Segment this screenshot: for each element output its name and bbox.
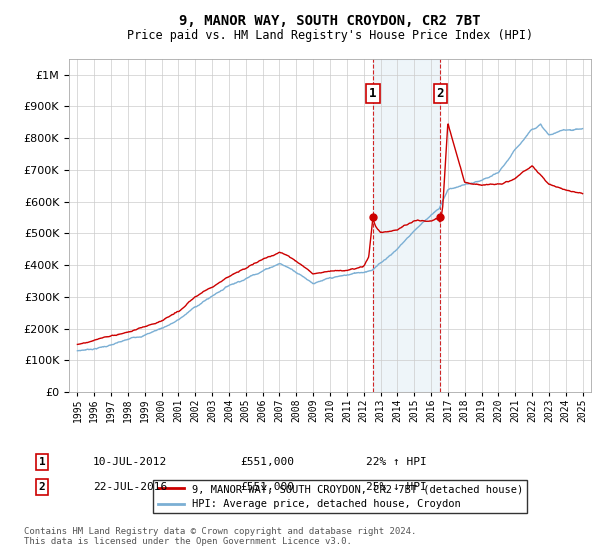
Text: 2: 2 xyxy=(437,87,444,100)
Text: Price paid vs. HM Land Registry's House Price Index (HPI): Price paid vs. HM Land Registry's House … xyxy=(127,29,533,42)
Text: £551,000: £551,000 xyxy=(240,457,294,467)
Text: 25% ↓ HPI: 25% ↓ HPI xyxy=(366,482,427,492)
Text: Contains HM Land Registry data © Crown copyright and database right 2024.
This d: Contains HM Land Registry data © Crown c… xyxy=(24,526,416,546)
Text: 1: 1 xyxy=(369,87,377,100)
Text: 22% ↑ HPI: 22% ↑ HPI xyxy=(366,457,427,467)
Bar xyxy=(373,59,440,392)
Text: £551,000: £551,000 xyxy=(240,482,294,492)
Text: 22-JUL-2016: 22-JUL-2016 xyxy=(93,482,167,492)
Text: 9, MANOR WAY, SOUTH CROYDON, CR2 7BT: 9, MANOR WAY, SOUTH CROYDON, CR2 7BT xyxy=(179,14,481,28)
Text: 10-JUL-2012: 10-JUL-2012 xyxy=(93,457,167,467)
Text: 1: 1 xyxy=(38,457,46,467)
Text: 2: 2 xyxy=(38,482,46,492)
Legend: 9, MANOR WAY, SOUTH CROYDON, CR2 7BT (detached house), HPI: Average price, detac: 9, MANOR WAY, SOUTH CROYDON, CR2 7BT (de… xyxy=(154,480,527,514)
